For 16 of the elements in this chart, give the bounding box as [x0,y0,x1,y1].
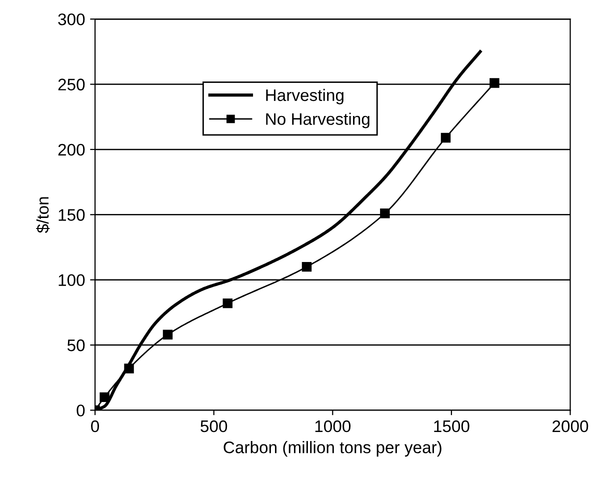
y-tick-label: 150 [58,209,85,221]
y-axis-title: $/ton [36,197,50,234]
x-tick-label: 1500 [434,420,470,432]
x-tick-label: 0 [91,420,100,432]
legend-label: No Harvesting [266,112,370,128]
y-tick-label: 50 [67,339,85,352]
y-tick-label: 300 [58,13,85,26]
x-tick-label: 1000 [315,420,351,432]
y-tick-label: 0 [76,404,85,416]
y-tick-label: 200 [58,144,85,156]
x-axis-title: Carbon (million tons per year) [224,441,442,457]
legend-label: Harvesting [266,88,344,104]
x-tick-label: 2000 [552,420,588,432]
y-tick-label: 100 [58,274,85,286]
y-tick-label: 250 [58,78,85,90]
x-tick-label: 500 [200,420,228,432]
